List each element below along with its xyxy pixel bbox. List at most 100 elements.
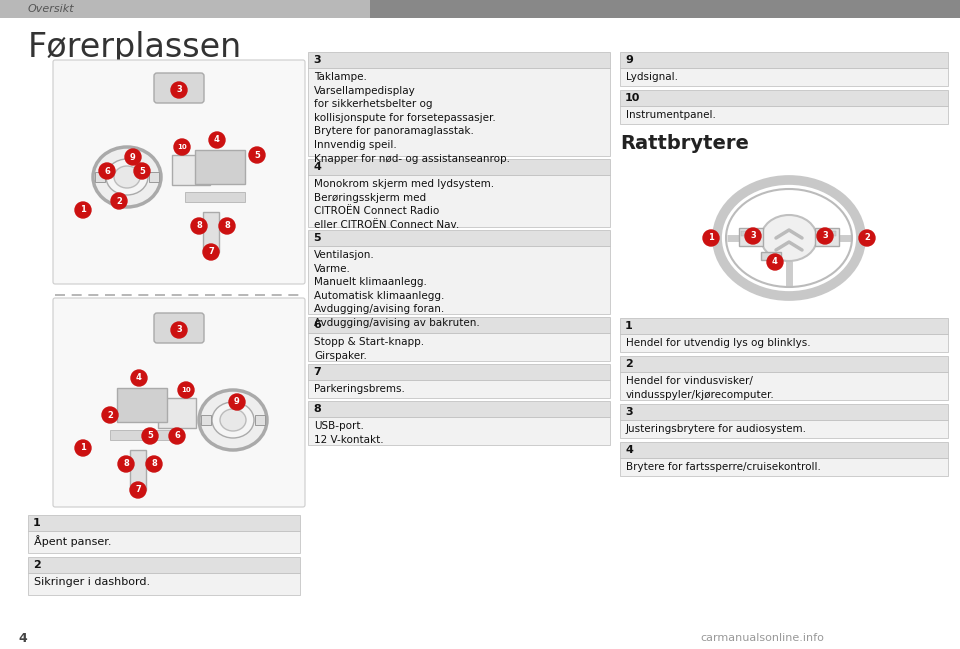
Bar (308, 52, 610, 68)
Text: 4: 4 (18, 631, 27, 644)
Ellipse shape (93, 147, 161, 207)
Text: 8: 8 (224, 221, 229, 230)
Ellipse shape (199, 390, 267, 450)
Circle shape (118, 456, 134, 472)
Bar (739, 228, 763, 246)
Bar (308, 246, 610, 314)
Bar (255, 415, 265, 425)
Bar (620, 106, 948, 124)
Text: 2: 2 (33, 560, 40, 570)
Bar (28, 531, 300, 553)
Circle shape (171, 82, 187, 98)
Text: 3: 3 (822, 232, 828, 241)
Bar (149, 172, 159, 182)
Circle shape (745, 228, 761, 244)
Text: Stopp & Start-knapp.
Girspaker.: Stopp & Start-knapp. Girspaker. (314, 337, 424, 361)
Circle shape (249, 147, 265, 163)
Circle shape (99, 163, 115, 179)
Text: 1: 1 (80, 206, 86, 215)
Bar (28, 557, 300, 573)
Bar (172, 155, 210, 185)
Text: Instrumentpanel.: Instrumentpanel. (626, 110, 716, 120)
Bar (308, 380, 610, 398)
Text: 5: 5 (139, 167, 145, 175)
Circle shape (191, 218, 207, 234)
Text: 4: 4 (772, 258, 778, 267)
Text: 3: 3 (313, 55, 321, 65)
Bar (817, 231, 822, 236)
Text: 9: 9 (234, 397, 240, 406)
Text: 5: 5 (147, 432, 153, 441)
Text: Monokrom skjerm med lydsystem.
Berøringsskjerm med
CITROËN Connect Radio
eller C: Monokrom skjerm med lydsystem. Berørings… (314, 179, 494, 230)
Circle shape (131, 370, 147, 386)
Bar (761, 252, 781, 260)
Circle shape (219, 218, 235, 234)
Circle shape (102, 407, 118, 423)
Bar (748, 231, 753, 236)
Bar (117, 388, 167, 422)
Bar (815, 228, 839, 246)
Bar (620, 372, 948, 400)
Text: Rattbrytere: Rattbrytere (620, 134, 749, 153)
Text: 3: 3 (176, 326, 181, 334)
Bar (308, 317, 610, 333)
Text: 8: 8 (196, 221, 202, 230)
FancyBboxPatch shape (53, 298, 305, 507)
Text: 10: 10 (625, 93, 640, 103)
Bar (308, 68, 610, 156)
Circle shape (209, 132, 225, 148)
Text: 2: 2 (108, 411, 113, 419)
Text: Lydsignal.: Lydsignal. (626, 72, 678, 82)
Bar (308, 175, 610, 227)
Bar (201, 415, 211, 425)
Circle shape (134, 163, 150, 179)
Text: Brytere for fartssperre/cruisekontroll.: Brytere for fartssperre/cruisekontroll. (626, 462, 821, 472)
Circle shape (171, 322, 187, 338)
Text: 8: 8 (313, 404, 321, 414)
Bar (308, 159, 610, 175)
Bar (28, 573, 300, 595)
Text: 8: 8 (123, 459, 129, 469)
Circle shape (130, 482, 146, 498)
Circle shape (767, 254, 783, 270)
Bar (158, 398, 196, 428)
Text: carmanualsonline.info: carmanualsonline.info (700, 633, 824, 643)
Text: Sikringer i dashbord.: Sikringer i dashbord. (34, 577, 150, 587)
Bar (195, 150, 245, 184)
Text: 5: 5 (313, 233, 321, 243)
Text: 4: 4 (214, 136, 220, 145)
Bar (95, 172, 105, 182)
Text: 10: 10 (181, 387, 191, 393)
Text: 3: 3 (176, 86, 181, 95)
Bar (28, 515, 300, 531)
FancyBboxPatch shape (53, 60, 305, 284)
Bar (370, 0, 960, 18)
Bar (308, 230, 610, 246)
Bar (130, 450, 146, 490)
Text: 7: 7 (135, 485, 141, 495)
Circle shape (203, 244, 219, 260)
Bar (620, 52, 948, 68)
Circle shape (178, 382, 194, 398)
Bar (824, 231, 829, 236)
Circle shape (169, 428, 185, 444)
FancyBboxPatch shape (154, 313, 204, 343)
Text: Justeringsbrytere for audiosystem.: Justeringsbrytere for audiosystem. (626, 424, 807, 434)
Text: Hendel for utvendig lys og blinklys.: Hendel for utvendig lys og blinklys. (626, 338, 810, 348)
Text: 1: 1 (625, 321, 633, 331)
Circle shape (174, 139, 190, 155)
Text: 8: 8 (151, 459, 156, 469)
Text: Taklampe.
Varsellampedisplay
for sikkerhetsbelter og
kollisjonspute for forsetep: Taklampe. Varsellampedisplay for sikkerh… (314, 72, 510, 164)
Text: 4: 4 (625, 445, 633, 455)
Text: 9: 9 (131, 153, 136, 162)
Bar (308, 417, 610, 445)
Bar (620, 90, 948, 106)
Text: 4: 4 (313, 162, 321, 172)
Text: 1: 1 (708, 234, 714, 243)
Text: 7: 7 (208, 247, 214, 256)
Text: 2: 2 (116, 197, 122, 206)
Ellipse shape (106, 159, 148, 195)
Text: 9: 9 (625, 55, 633, 65)
Circle shape (859, 230, 875, 246)
Bar (185, 192, 245, 202)
